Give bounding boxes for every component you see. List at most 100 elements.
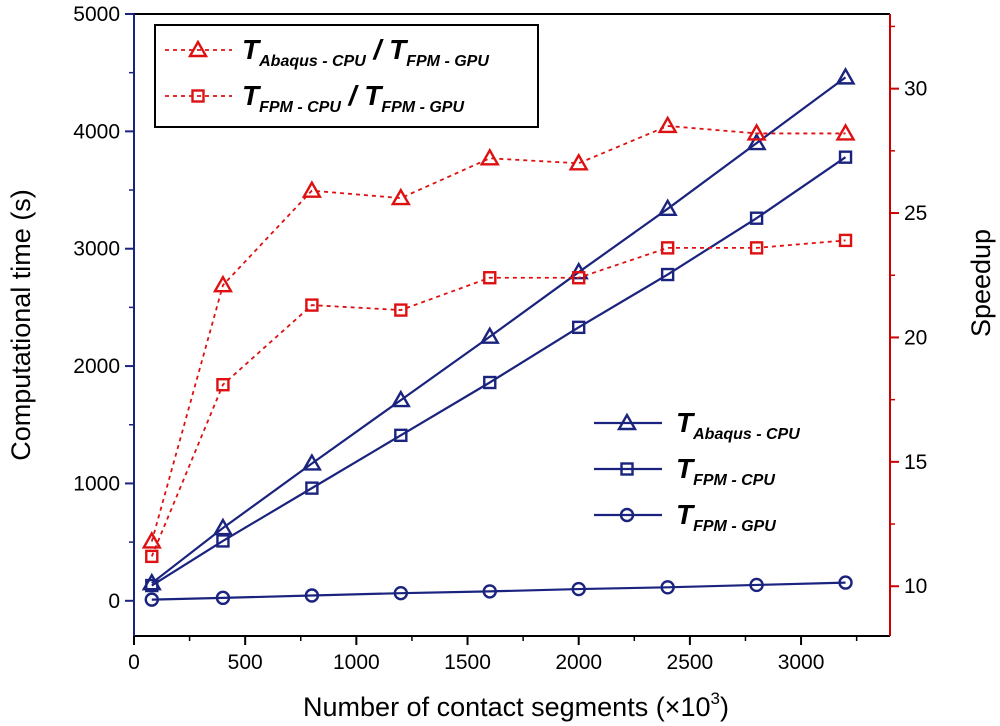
y2-tick-label: 20: [904, 326, 927, 349]
data-point-abaqus_cpu: [390, 389, 411, 408]
data-point-fpm_gpu: [571, 581, 586, 597]
legend-label-part: FPM - GPU: [693, 518, 776, 535]
data-point-fpm_cpu: [483, 375, 497, 390]
legend-label-speedup_abaqus: TAbaqus - CPU / TFPM - GPU: [242, 34, 489, 70]
y2-axis-title: Speedup: [966, 229, 996, 337]
legend-marker-fpm_cpu: [620, 462, 634, 476]
data-point-fpm_gpu: [144, 592, 159, 607]
x-axis-title: Number of contact segments (×103): [303, 689, 729, 722]
data-point-fpm_gpu: [482, 584, 497, 599]
legend-label-part: T: [676, 407, 696, 438]
legend-label-abaqus_cpu: TAbaqus - CPU: [676, 407, 800, 443]
data-point-speedup_fpm: [749, 241, 764, 255]
plot-area: [141, 66, 856, 607]
data-point-speedup_fpm: [145, 549, 159, 564]
data-point-fpm_cpu: [660, 267, 675, 282]
data-point-fpm_cpu: [572, 320, 586, 335]
series-line-abaqus_cpu: [151, 76, 847, 585]
data-point-speedup_fpm: [216, 378, 230, 392]
data-point-fpm_cpu: [838, 150, 853, 164]
data-point-abaqus_cpu: [746, 132, 767, 151]
legend-label-part: T: [242, 34, 262, 65]
legend-label-part: Abaqus - CPU: [692, 426, 800, 443]
y-tick-label: 1000: [73, 472, 120, 495]
x-tick-label: 3000: [778, 651, 825, 674]
x-axis-title-close: ): [720, 692, 729, 722]
series-line-fpm_gpu: [151, 581, 846, 601]
data-point-fpm_gpu: [215, 590, 231, 606]
series-line-speedup_abaqus: [150, 125, 846, 542]
x-axis-title-sup: 3: [710, 689, 719, 708]
legend-label-part: Abaqus - CPU: [258, 53, 366, 70]
x-axis-title-main: Number of contact segments (×10: [303, 692, 710, 722]
y-tick-label: 0: [108, 590, 120, 613]
data-point-fpm_gpu: [749, 577, 764, 593]
data-point-speedup_abaqus: [746, 123, 767, 141]
data-point-fpm_cpu: [394, 428, 408, 443]
x-tick-label: 1500: [444, 651, 491, 674]
data-point-fpm_gpu: [304, 588, 320, 603]
legend-marker-fpm_gpu: [619, 507, 635, 523]
legend-label-fpm_cpu: TFPM - CPU: [676, 453, 775, 489]
legend-label-part: T: [676, 453, 696, 484]
x-tick-label: 2000: [555, 651, 602, 674]
legend-marker-speedup_abaqus: [187, 39, 209, 58]
data-point-fpm_cpu: [145, 578, 159, 593]
data-point-speedup_abaqus: [141, 531, 162, 549]
y2-tick-label: 10: [904, 575, 927, 598]
x-tick-label: 2500: [667, 651, 714, 674]
data-point-abaqus_cpu: [301, 453, 322, 471]
data-point-fpm_cpu: [305, 481, 319, 495]
data-point-abaqus_cpu: [835, 66, 856, 85]
data-point-speedup_fpm: [660, 241, 675, 255]
y-tick-label: 4000: [73, 120, 120, 143]
y-tick-label: 2000: [73, 355, 120, 378]
data-point-speedup_abaqus: [657, 115, 678, 134]
data-point-fpm_gpu: [838, 575, 853, 590]
x-tick-label: 0: [128, 651, 140, 674]
legend-top-box: [154, 24, 539, 128]
y2-tick-label: 15: [904, 451, 927, 474]
legend-label-part: T: [242, 80, 262, 111]
legend-label-part: FPM - CPU: [693, 472, 775, 489]
legend-label-part: /: [366, 34, 389, 65]
legend-label-part: FPM - CPU: [259, 99, 341, 116]
data-point-speedup_fpm: [305, 298, 319, 312]
legend-label-part: FPM - GPU: [406, 53, 489, 70]
data-point-fpm_cpu: [749, 211, 764, 225]
data-point-speedup_abaqus: [390, 187, 411, 206]
y2-tick-label: 25: [904, 202, 927, 225]
series-line-speedup_fpm: [150, 239, 846, 557]
x-tick-label: 500: [228, 651, 263, 674]
legend-label-speedup_fpm: TFPM - CPU / TFPM - GPU: [242, 80, 464, 116]
data-point-fpm_gpu: [393, 585, 409, 601]
data-point-speedup_abaqus: [568, 152, 589, 171]
y-axis-title: Computational time (s): [6, 189, 36, 461]
data-point-speedup_fpm: [572, 271, 586, 285]
data-point-speedup_abaqus: [479, 147, 500, 166]
data-point-speedup_abaqus: [301, 180, 322, 198]
legend-label-part: T: [364, 80, 384, 111]
axes: 0 500 1000 1500 2000 2500 3000 0 1000 2000 3000 400…: [73, 3, 927, 674]
data-point-fpm_gpu: [660, 580, 675, 595]
data-point-fpm_cpu: [216, 534, 230, 548]
data-point-abaqus_cpu: [212, 517, 234, 536]
y2-tick-label: 30: [904, 78, 927, 101]
legend-marker-speedup_fpm: [191, 89, 205, 103]
y-tick-label: 3000: [73, 238, 120, 261]
data-point-speedup_abaqus: [212, 274, 234, 293]
data-point-speedup_fpm: [394, 303, 408, 317]
data-point-speedup_abaqus: [835, 123, 856, 141]
legend-label-part: T: [389, 34, 409, 65]
legend-marker-abaqus_cpu: [616, 412, 638, 431]
legend-label-part: /: [341, 80, 364, 111]
data-point-abaqus_cpu: [479, 326, 500, 344]
legend-label-part: T: [676, 499, 696, 530]
x-tick-label: 1000: [333, 651, 380, 674]
series-line-fpm_cpu: [151, 156, 847, 587]
legend-label-fpm_gpu: TFPM - GPU: [676, 499, 776, 535]
data-point-speedup_fpm: [838, 233, 853, 248]
legend-label-part: FPM - GPU: [381, 99, 464, 116]
